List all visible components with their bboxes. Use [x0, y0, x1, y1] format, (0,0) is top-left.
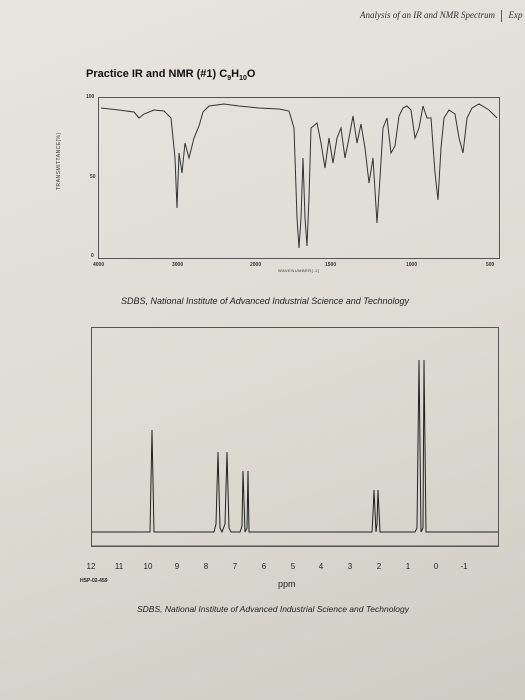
nmr-spectrum-plot: [91, 327, 499, 547]
running-head-next: Exp: [508, 10, 523, 21]
nmr-x-tick-1: 1: [405, 562, 411, 571]
title-o: O: [246, 68, 256, 80]
nmr-x-tick-5: 5: [290, 562, 296, 571]
nmr-sample-code: HSP-02-459: [80, 578, 108, 584]
nmr-x-tick-6: 6: [261, 562, 267, 571]
nmr-x-tick-2: 2: [376, 562, 382, 571]
nmr-x-tick-11: 11: [114, 562, 124, 571]
ir-credit: SDBS, National Institute of Advanced Ind…: [121, 296, 410, 306]
nmr-x-tick-7: 7: [232, 562, 238, 571]
ir-x-tick-2000: 2000: [250, 262, 262, 268]
nmr-x-tick-0: 0: [433, 562, 439, 571]
ir-x-tick-1000: 1000: [406, 262, 418, 268]
ir-x-tick-1500: 1500: [325, 262, 337, 268]
title-prefix: Practice IR and NMR (#1) C: [86, 68, 228, 80]
title-h: H: [231, 68, 240, 80]
ir-y-tick-100: 100: [86, 94, 95, 100]
ir-y-axis-title: TRANSMITTANCE[%]: [56, 132, 62, 190]
ir-x-tick-3000: 3000: [172, 262, 184, 268]
nmr-x-tick-12: 12: [86, 562, 96, 571]
nmr-x-tick-8: 8: [203, 562, 209, 571]
nmr-trace: [92, 359, 498, 534]
nmr-spectrum-svg: [92, 359, 498, 546]
ir-x-tick-4000: 4000: [93, 262, 105, 268]
nmr-x-tick-neg1: -1: [460, 562, 468, 571]
ir-x-tick-500: 500: [486, 262, 495, 268]
nmr-x-tick-9: 9: [174, 562, 180, 571]
ir-x-axis-title: WAVENUMBER[-1]: [278, 268, 320, 273]
title-hydrogen-count: 10: [239, 75, 247, 83]
ir-spectrum-plot: [98, 97, 500, 259]
ir-trace: [100, 103, 498, 249]
ir-spectrum-svg: [100, 103, 498, 249]
ir-y-tick-0: 0: [91, 253, 94, 259]
running-head-divider: [501, 10, 503, 22]
title-carbon-count: 9: [227, 75, 232, 83]
nmr-credit: SDBS, National Institute of Advanced Ind…: [137, 604, 410, 614]
nmr-x-tick-4: 4: [318, 562, 324, 571]
problem-title: Practice IR and NMR (#1) C9H10O: [86, 68, 255, 82]
nmr-x-axis-unit: ppm: [278, 579, 296, 589]
running-head-title: Analysis of an IR and NMR Spectrum: [360, 10, 495, 21]
running-head: Analysis of an IR and NMR Spectrum Exp: [360, 10, 525, 22]
nmr-x-tick-10: 10: [143, 562, 153, 571]
nmr-x-tick-3: 3: [347, 562, 353, 571]
ir-y-tick-50: 50: [90, 174, 96, 180]
